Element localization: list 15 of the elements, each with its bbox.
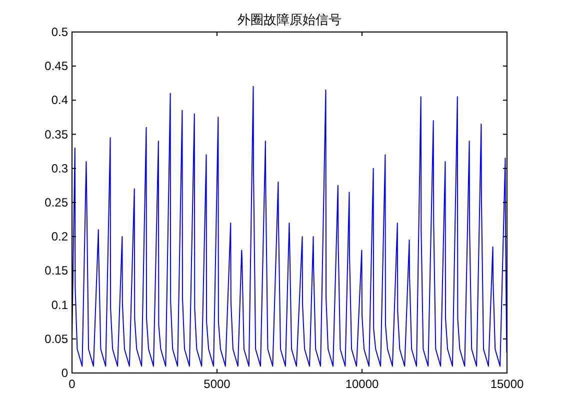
y-tick-label: 0.4	[51, 93, 68, 108]
y-tick-label: 0.35	[44, 127, 68, 142]
y-tick-label: 0.5	[51, 25, 68, 39]
y-tick-label: 0.3	[51, 161, 68, 176]
y-tick-label: 0.05	[44, 332, 68, 346]
x-tick-label: 10000	[345, 377, 380, 391]
x-tick-label: 15000	[490, 377, 524, 391]
chart-title: 外圈故障原始信号	[238, 12, 342, 27]
y-tick-label: 0	[61, 366, 68, 380]
y-tick-label: 0.15	[44, 264, 68, 278]
y-tick-label: 0.1	[51, 298, 68, 312]
x-tick-label: 5000	[204, 377, 231, 391]
y-tick-label: 0.2	[51, 230, 68, 244]
y-tick-label: 0.25	[44, 196, 68, 210]
y-tick-label: 0.45	[44, 59, 68, 74]
